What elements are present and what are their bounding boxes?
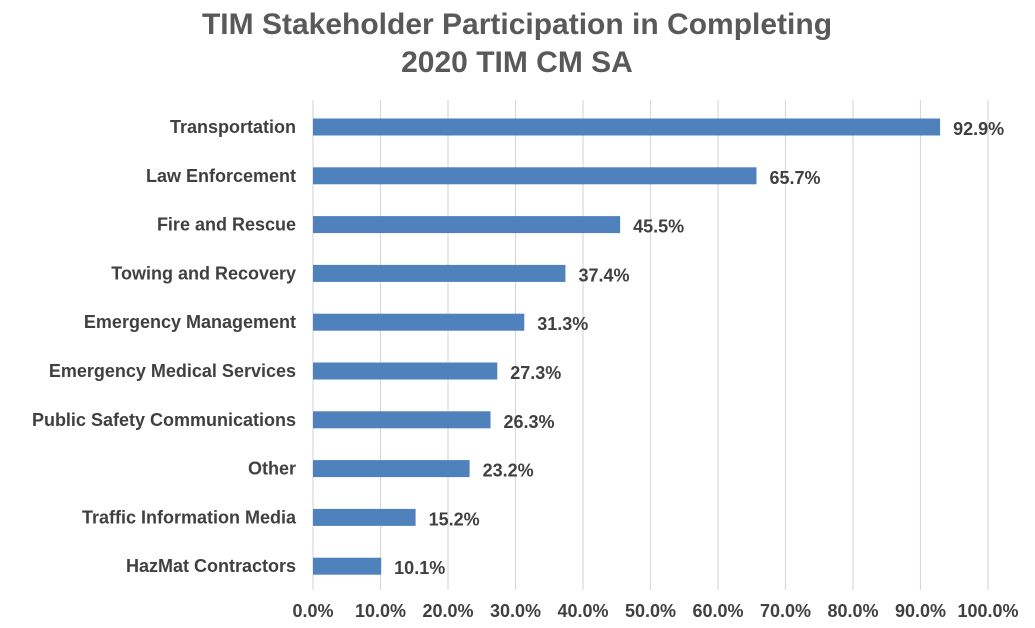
x-tick-label: 40.0% <box>557 601 608 621</box>
x-tick-label: 90.0% <box>895 601 946 621</box>
category-label: Towing and Recovery <box>111 263 296 283</box>
bar <box>313 167 757 185</box>
labels: 0.0% 10.0% 20.0% 30.0% 40.0% 50.0% 60.0% 70.0% 8… <box>32 117 1019 621</box>
x-tick-label: 70.0% <box>760 601 811 621</box>
x-tick-label: 80.0% <box>827 601 878 621</box>
bar <box>313 264 566 282</box>
x-tick-label: 0.0% <box>292 601 333 621</box>
bar <box>313 411 491 429</box>
value-label: 15.2% <box>429 509 480 529</box>
x-tick-label: 30.0% <box>490 601 541 621</box>
category-label: Transportation <box>170 117 296 137</box>
bar <box>313 313 525 331</box>
category-label: HazMat Contractors <box>126 556 296 576</box>
x-tick-label: 100.0% <box>957 601 1018 621</box>
bar <box>313 460 470 478</box>
value-label: 31.3% <box>537 314 588 334</box>
bar <box>313 362 498 380</box>
category-label: Traffic Information Media <box>82 507 297 527</box>
bar <box>313 557 382 575</box>
value-label: 26.3% <box>504 412 555 432</box>
value-label: 45.5% <box>633 217 684 237</box>
value-label: 92.9% <box>953 119 1004 139</box>
x-tick-label: 10.0% <box>355 601 406 621</box>
value-label: 23.2% <box>483 461 534 481</box>
value-label: 27.3% <box>510 363 561 383</box>
bars <box>313 118 941 575</box>
bar <box>313 118 941 136</box>
category-label: Public Safety Communications <box>32 410 296 430</box>
category-label: Law Enforcement <box>146 166 296 186</box>
bar <box>313 216 621 234</box>
category-label: Emergency Medical Services <box>49 361 296 381</box>
category-label: Fire and Rescue <box>157 215 296 235</box>
value-label: 10.1% <box>394 558 445 578</box>
category-label: Other <box>248 459 296 479</box>
chart-subtitle: 2020 TIM CM SA <box>401 46 633 79</box>
chart-title: TIM Stakeholder Participation in Complet… <box>202 8 832 41</box>
x-tick-label: 60.0% <box>692 601 743 621</box>
x-tick-label: 50.0% <box>625 601 676 621</box>
x-tick-label: 20.0% <box>422 601 473 621</box>
bar <box>313 508 416 526</box>
value-label: 65.7% <box>769 168 820 188</box>
category-label: Emergency Management <box>84 312 296 332</box>
value-label: 37.4% <box>578 265 629 285</box>
